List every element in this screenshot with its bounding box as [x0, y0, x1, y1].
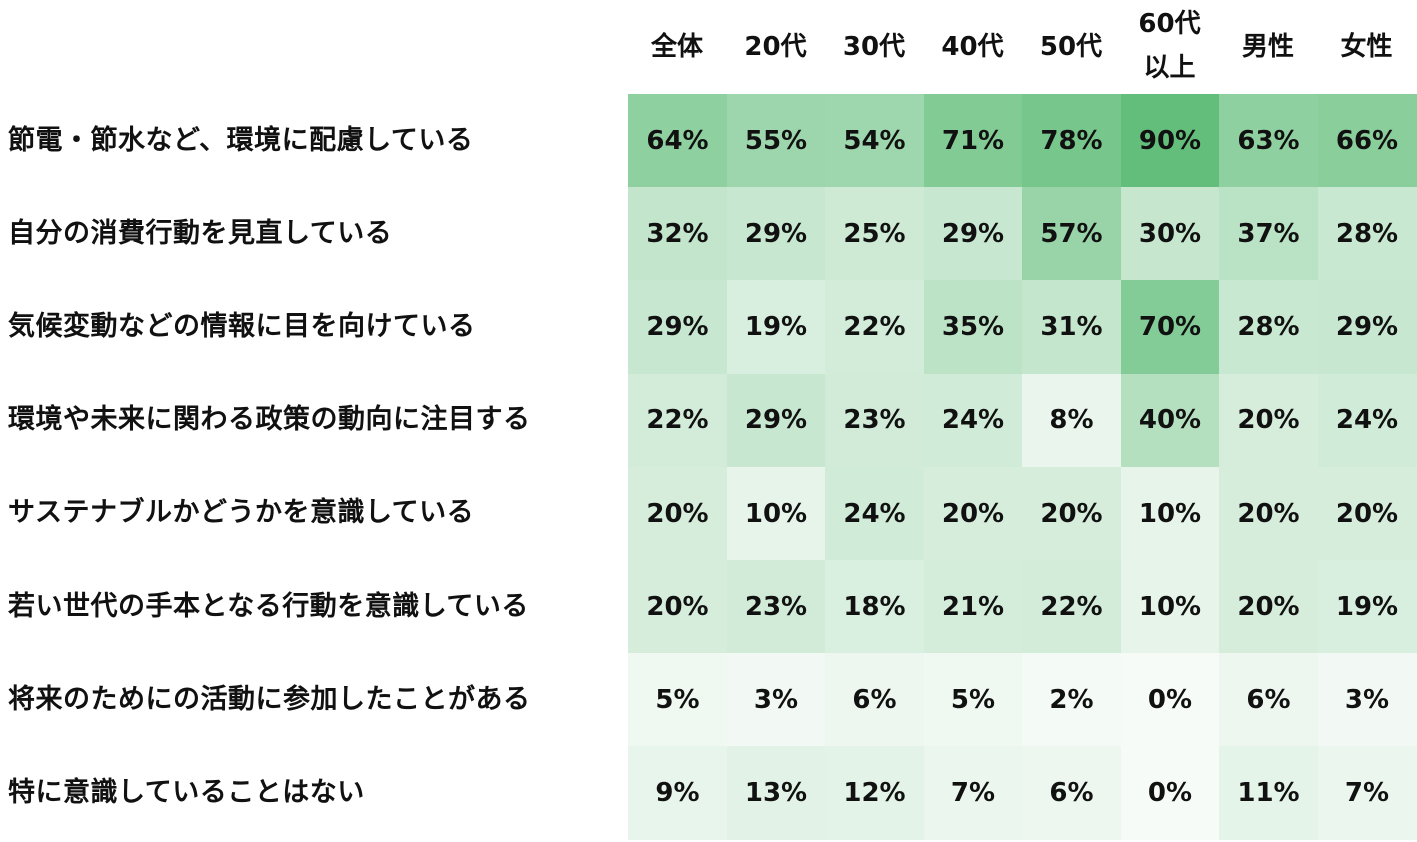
- heatmap-cell: 28%: [1317, 187, 1417, 281]
- heatmap-cell: 54%: [825, 94, 924, 188]
- heatmap-cell: 29%: [923, 187, 1023, 281]
- column-header: 30代: [842, 32, 906, 62]
- heatmap-cell: 29%: [726, 373, 826, 468]
- heatmap-cell: 22%: [825, 280, 924, 375]
- heatmap-cell: 20%: [1022, 466, 1121, 561]
- row-label: 将来のためにの活動に参加したことがある: [8, 683, 531, 715]
- heatmap-cell: 20%: [923, 466, 1023, 561]
- heatmap-cell: 24%: [1317, 373, 1417, 468]
- row-label: サステナブルかどうかを意識している: [8, 497, 475, 529]
- heatmap-cell: 20%: [1317, 466, 1417, 561]
- heatmap-cell: 31%: [1022, 280, 1121, 375]
- column-header: 全体: [650, 32, 703, 62]
- row-label: 特に意識していることはない: [8, 777, 365, 808]
- heatmap-cell: 10%: [726, 466, 826, 561]
- heatmap-cell: 5%: [923, 653, 1023, 747]
- column-header: 20代: [744, 32, 807, 62]
- heatmap-cell: 24%: [923, 373, 1023, 468]
- heatmap-cell: 40%: [1120, 373, 1220, 468]
- heatmap-cell: 24%: [825, 466, 924, 561]
- heatmap-cell: 29%: [1317, 280, 1417, 375]
- heatmap-cell: 78%: [1022, 94, 1121, 188]
- heatmap-cell: 20%: [1219, 373, 1318, 468]
- heatmap-cell: 22%: [628, 373, 727, 468]
- heatmap-cell: 9%: [628, 746, 727, 841]
- heatmap-cell: 20%: [1219, 560, 1318, 654]
- heatmap-cell: 35%: [923, 280, 1023, 375]
- heatmap-cell: 10%: [1120, 466, 1220, 561]
- heatmap-cell: 28%: [1219, 280, 1318, 375]
- heatmap-cell: 55%: [726, 94, 826, 188]
- column-header: 60代 以上: [1138, 9, 1201, 83]
- heatmap-cell: 23%: [825, 373, 924, 468]
- heatmap-cell: 19%: [726, 280, 826, 375]
- heatmap-cell: 70%: [1120, 280, 1220, 375]
- heatmap-cell: 90%: [1120, 94, 1220, 188]
- heatmap-cell: 20%: [628, 466, 727, 561]
- column-header: 40代: [941, 32, 1004, 62]
- heatmap-cell: 6%: [1219, 653, 1318, 747]
- heatmap-cell: 25%: [825, 187, 924, 281]
- heatmap-cell: 63%: [1219, 94, 1318, 188]
- column-header: 男性: [1241, 32, 1294, 62]
- heatmap-cell: 37%: [1219, 187, 1318, 281]
- heatmap-cell: 30%: [1120, 187, 1220, 281]
- heatmap-cell: 71%: [923, 94, 1023, 188]
- heatmap-cell: 22%: [1022, 560, 1121, 654]
- heatmap-cell: 3%: [1317, 653, 1417, 747]
- heatmap-cell: 21%: [923, 560, 1023, 654]
- heatmap-cell: 66%: [1317, 94, 1417, 188]
- heatmap-cell: 19%: [1317, 560, 1417, 654]
- heatmap-cell: 20%: [628, 560, 727, 654]
- heatmap-cell: 2%: [1022, 653, 1121, 747]
- heatmap-cell: 11%: [1219, 746, 1318, 841]
- heatmap-cell: 10%: [1120, 560, 1220, 654]
- row-label: 環境や未来に関わる政策の動向に注目する: [8, 404, 531, 436]
- row-label: 節電・節水など、環境に配慮している: [8, 124, 474, 156]
- heatmap-cell: 7%: [1317, 746, 1417, 841]
- heatmap-cell: 0%: [1120, 746, 1220, 841]
- heatmap-cell: 3%: [726, 653, 826, 747]
- heatmap-cell: 8%: [1022, 373, 1121, 468]
- heatmap-cell: 57%: [1022, 187, 1121, 281]
- heatmap-cell: 23%: [726, 560, 826, 654]
- column-header: 女性: [1340, 32, 1393, 62]
- heatmap-cell: 18%: [825, 560, 924, 654]
- heatmap-cell: 13%: [726, 746, 826, 841]
- heatmap-cell: 7%: [923, 746, 1023, 841]
- heatmap-cell: 0%: [1120, 653, 1220, 747]
- heatmap-cell: 5%: [628, 653, 727, 747]
- heatmap-cell: 12%: [825, 746, 924, 841]
- heatmap-cell: 64%: [628, 94, 727, 188]
- heatmap-cell: 6%: [1022, 746, 1121, 841]
- heatmap-cell: 29%: [726, 187, 826, 281]
- row-label: 若い世代の手本となる行動を意識している: [8, 590, 529, 622]
- row-label: 自分の消費行動を見直している: [8, 217, 393, 249]
- heatmap-cell: 29%: [628, 280, 727, 375]
- row-label: 気候変動などの情報に目を向けている: [8, 311, 476, 342]
- column-header: 50代: [1039, 32, 1103, 62]
- heatmap-cell: 32%: [628, 187, 727, 281]
- heatmap-cell: 20%: [1219, 466, 1318, 561]
- heatmap-cell: 6%: [825, 653, 924, 747]
